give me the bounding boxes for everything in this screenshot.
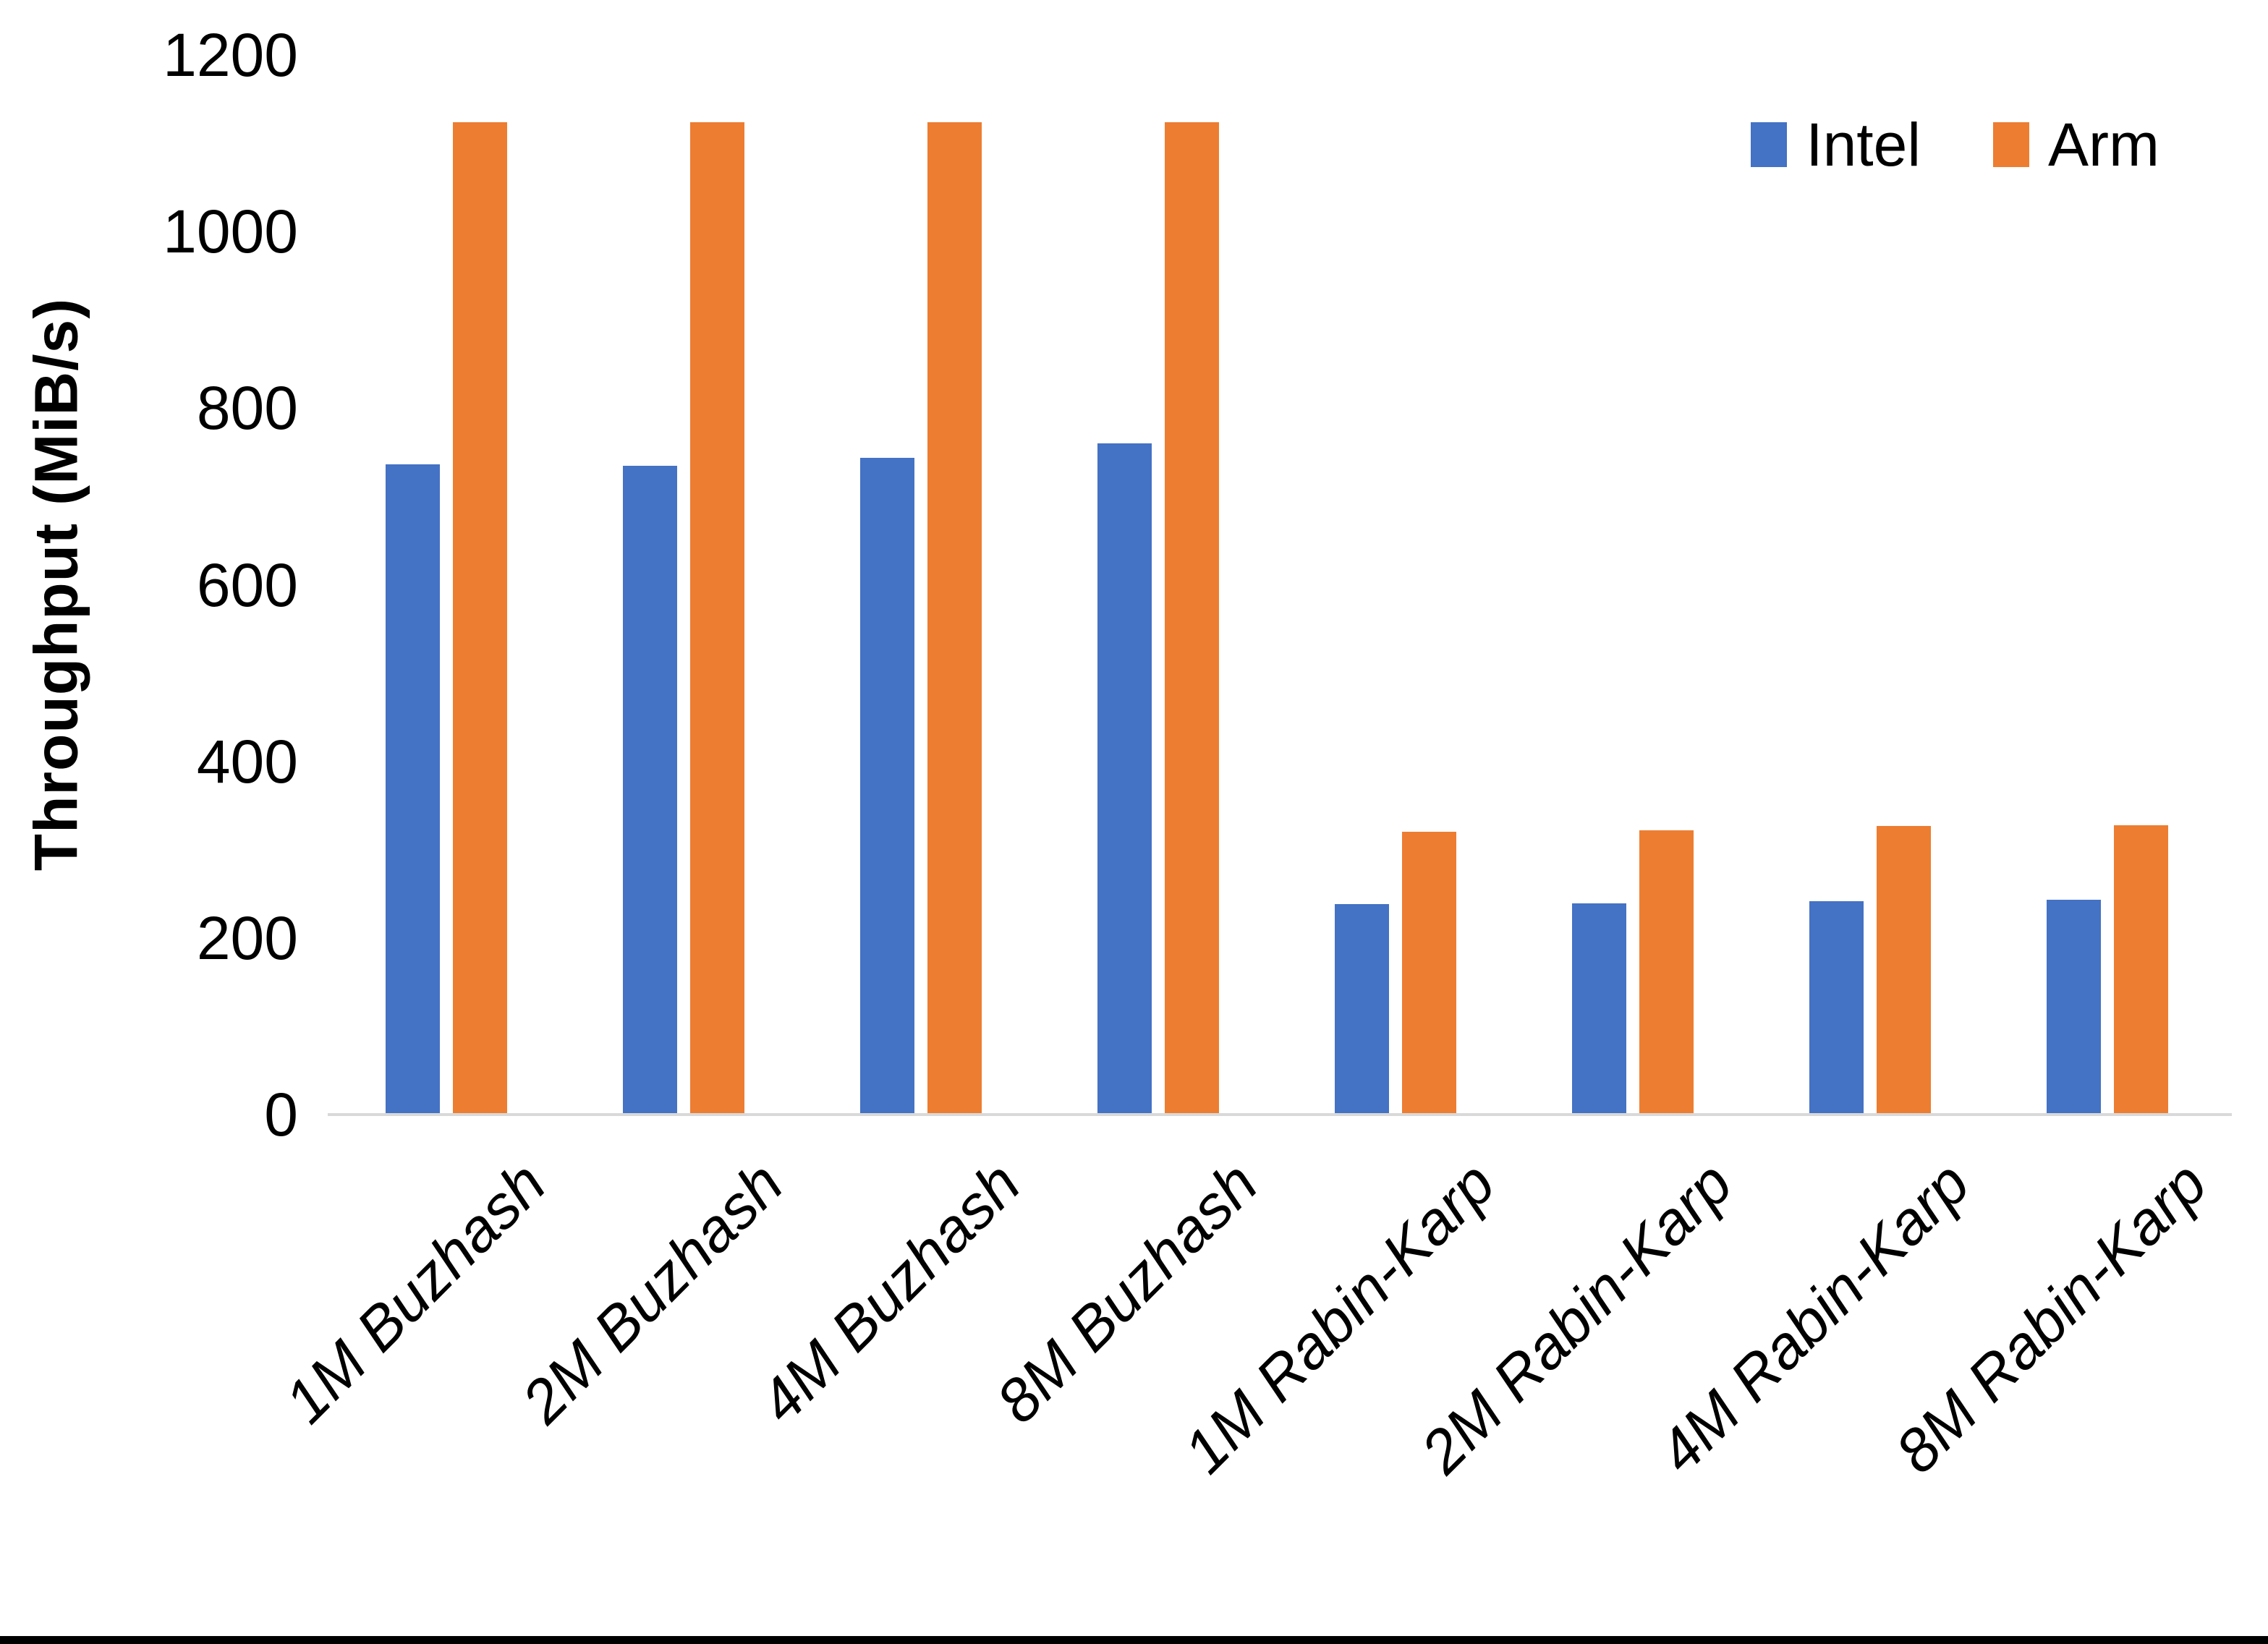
legend-item-arm: Arm [1993, 114, 2159, 175]
bar-arm-2m-rabin-karp [1639, 830, 1694, 1115]
bar-arm-1m-rabin-karp [1402, 832, 1456, 1115]
bar-arm-4m-rabin-karp [1877, 826, 1931, 1115]
x-axis-line [328, 1113, 2232, 1116]
bar-arm-1m-buzhash [453, 122, 507, 1115]
bar-intel-4m-rabin-karp [1809, 901, 1864, 1115]
bar-arm-8m-rabin-karp [2114, 825, 2168, 1115]
y-tick-label-1000: 1000 [163, 197, 298, 266]
y-tick-label-800: 800 [196, 374, 298, 443]
y-tick-label-200: 200 [196, 903, 298, 972]
bar-arm-2m-buzhash [690, 122, 744, 1115]
y-tick-label-1200: 1200 [163, 21, 298, 89]
bar-intel-1m-buzhash [386, 464, 440, 1115]
legend-item-intel: Intel [1751, 114, 1921, 175]
bar-intel-1m-rabin-karp [1335, 904, 1389, 1115]
legend-label-arm: Arm [2048, 111, 2159, 179]
bar-arm-4m-buzhash [927, 122, 982, 1115]
y-tick-label-600: 600 [196, 550, 298, 619]
bar-arm-8m-buzhash [1165, 122, 1219, 1115]
bar-intel-2m-rabin-karp [1572, 903, 1626, 1115]
bottom-border [0, 1636, 2268, 1644]
bar-intel-2m-buzhash [623, 466, 677, 1115]
arm-swatch-icon [1993, 122, 2030, 167]
intel-swatch-icon [1751, 122, 1788, 167]
bar-intel-4m-buzhash [860, 458, 914, 1115]
legend: Intel Arm [1751, 114, 2159, 175]
bar-intel-8m-buzhash [1097, 443, 1152, 1115]
y-tick-label-0: 0 [264, 1081, 298, 1149]
y-tick-label-400: 400 [196, 727, 298, 796]
legend-label-intel: Intel [1806, 111, 1921, 179]
plot-area [328, 55, 2232, 1115]
bar-intel-8m-rabin-karp [2047, 900, 2101, 1115]
